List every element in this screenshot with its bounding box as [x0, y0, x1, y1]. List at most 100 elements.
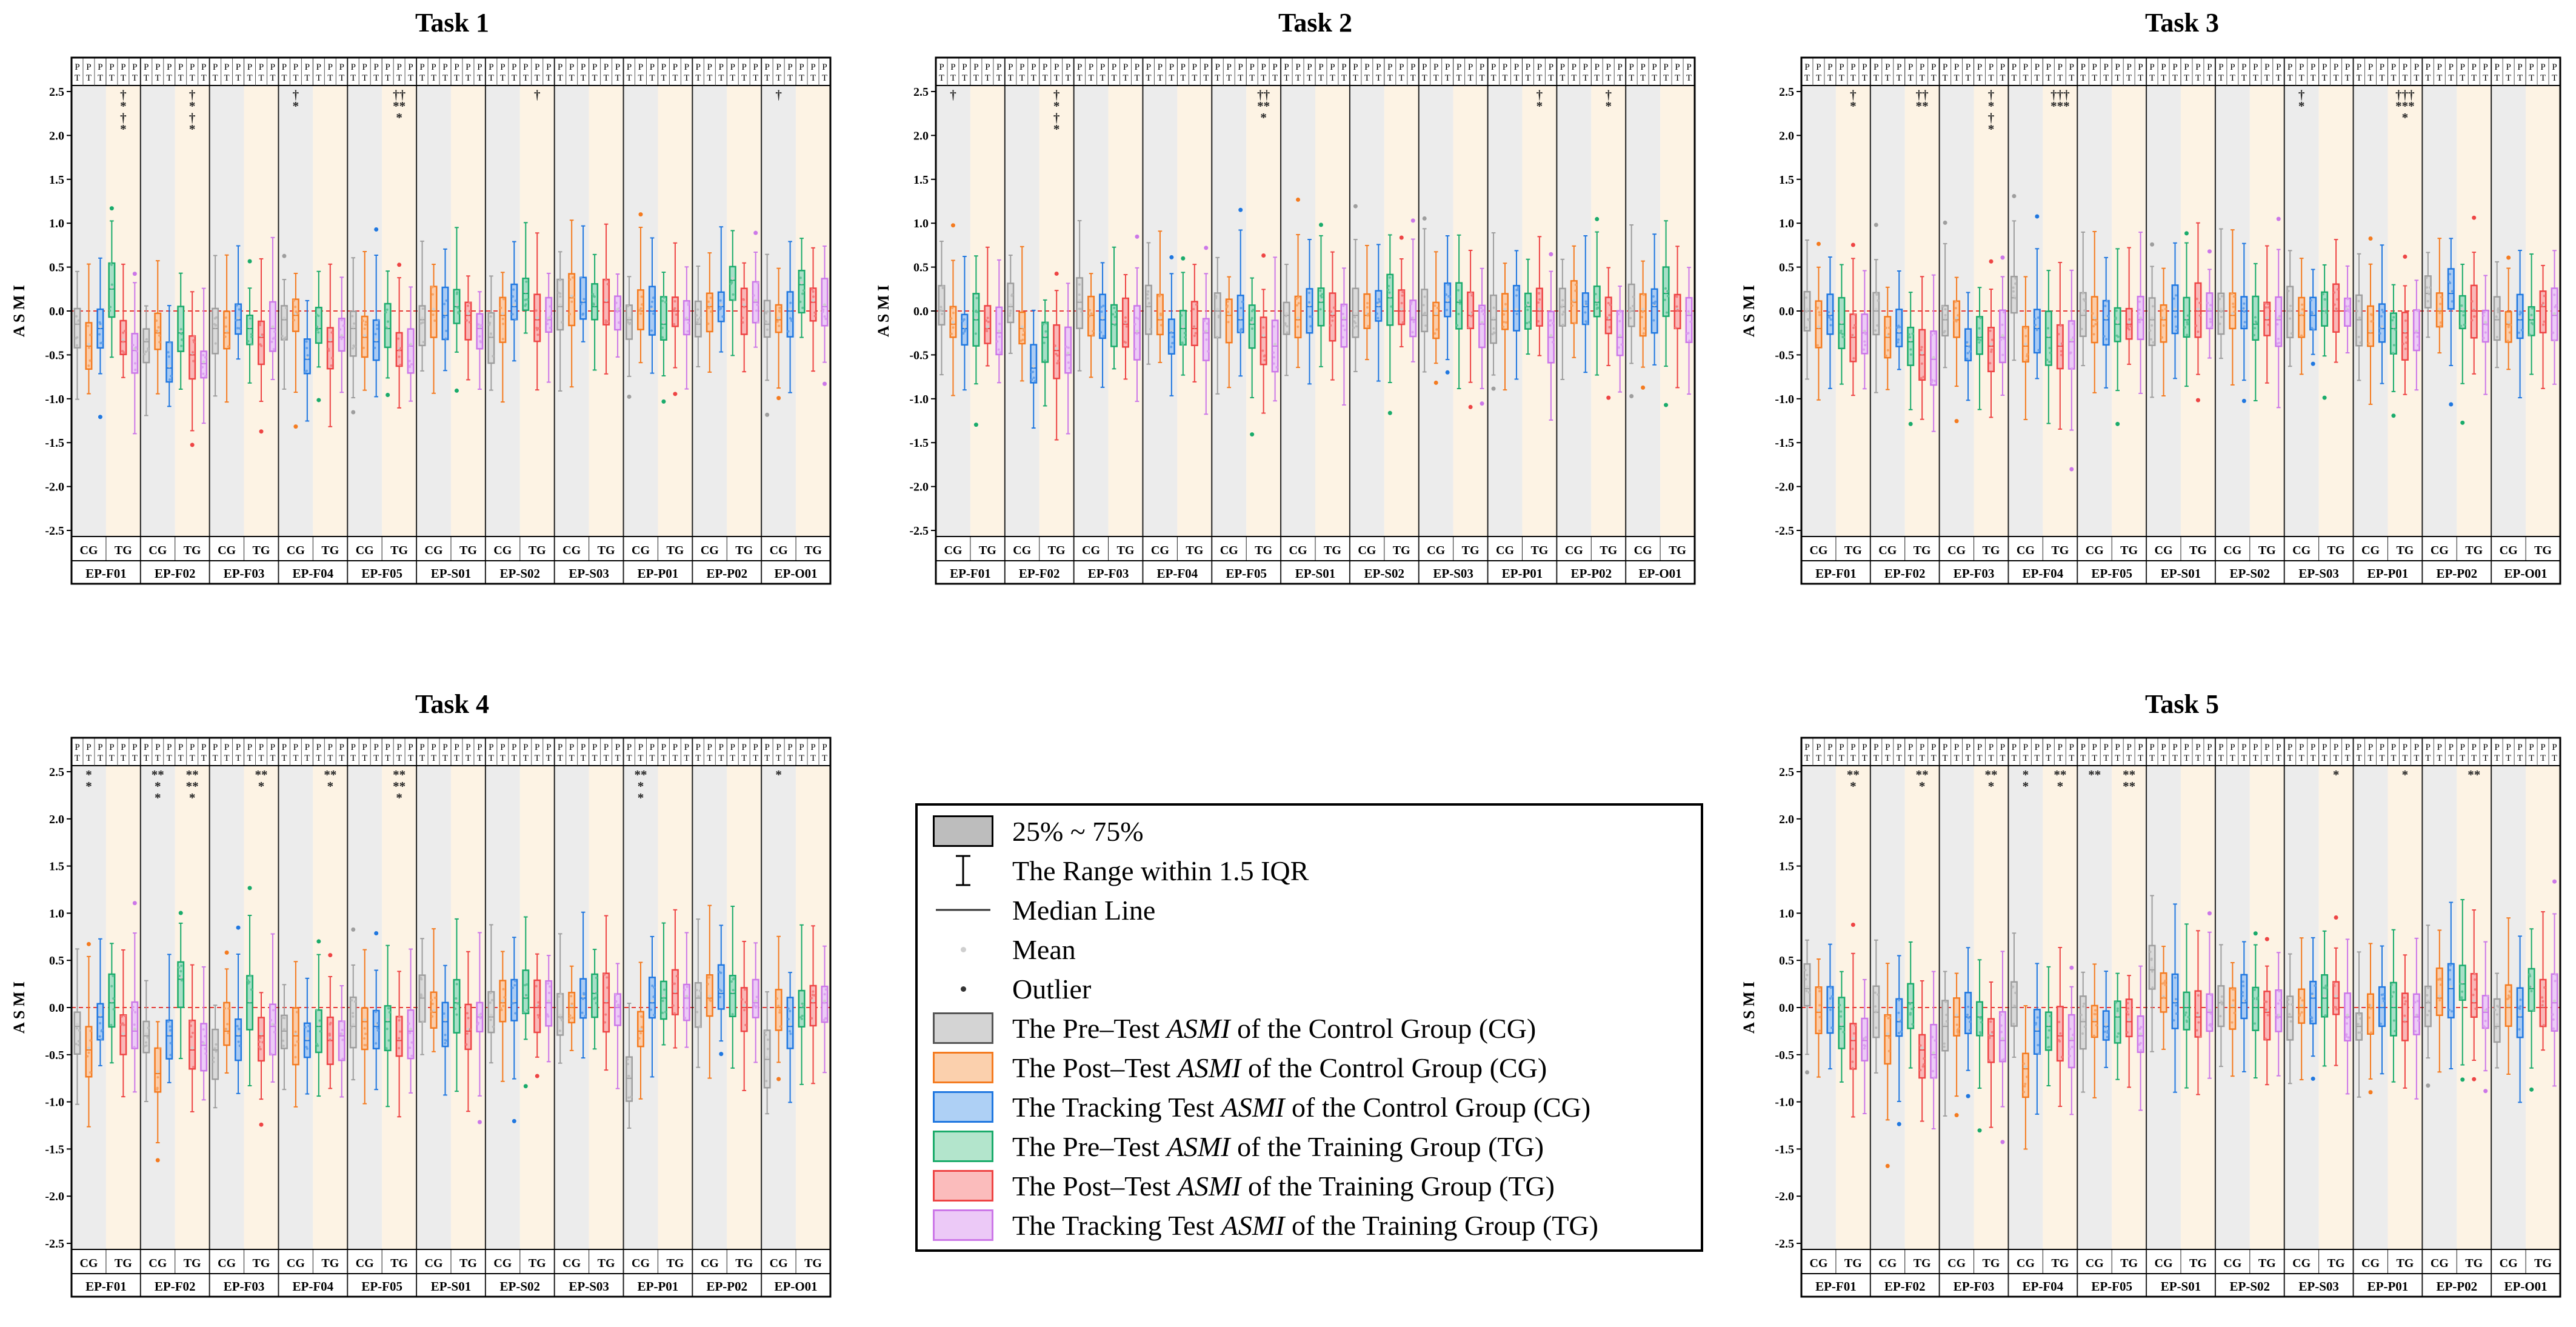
data-point: [1180, 314, 1183, 317]
header-mark: T: [2379, 73, 2384, 83]
header-mark: P: [385, 743, 390, 752]
data-point: [1215, 296, 1218, 299]
box-tg_pre: [729, 975, 736, 1018]
data-point: [2380, 315, 2383, 318]
data-point: [569, 1014, 572, 1017]
outlier-point: [1989, 259, 1994, 264]
data-point: [2012, 290, 2015, 293]
data-point: [1666, 290, 1669, 293]
box-cg_pre: [1872, 292, 1880, 336]
header-mark: P: [442, 743, 447, 752]
data-point: [941, 285, 944, 288]
header-mark: P: [1341, 62, 1346, 72]
data-point: [789, 1032, 792, 1035]
data-point: [2023, 1085, 2026, 1088]
header-mark: T: [1238, 73, 1243, 83]
data-point: [1135, 316, 1138, 319]
outlier-point: [1954, 1113, 1959, 1118]
data-point: [1675, 305, 1678, 308]
data-point: [502, 298, 505, 301]
header-mark: T: [1295, 73, 1301, 83]
group-tick-label-cg: CG: [2292, 544, 2311, 557]
mean-point: [604, 999, 608, 1003]
data-point: [652, 312, 655, 315]
data-point: [376, 1026, 379, 1029]
data-point: [1862, 1037, 1865, 1040]
header-mark: P: [661, 743, 666, 752]
data-point: [109, 306, 112, 309]
data-point: [340, 319, 343, 322]
data-point: [1688, 339, 1691, 343]
data-point: [2358, 316, 2361, 319]
y-tick-label: -1.0: [909, 393, 929, 406]
data-point: [522, 1011, 526, 1014]
data-point: [250, 343, 253, 346]
data-point: [1573, 321, 1577, 324]
data-point: [1366, 306, 1369, 309]
data-point: [1944, 313, 1947, 316]
data-point: [2243, 321, 2246, 324]
data-point: [1978, 1031, 1981, 1034]
mean-point: [352, 1023, 355, 1026]
data-point: [272, 1009, 275, 1012]
data-point: [1286, 331, 1289, 334]
header-mark: P: [465, 743, 470, 752]
header-mark: P: [1066, 62, 1070, 72]
header-mark: P: [385, 62, 390, 72]
header-mark: T: [1908, 754, 1914, 763]
data-point: [1092, 330, 1095, 333]
data-point: [2151, 970, 2154, 973]
y-tick-label: 2.5: [913, 85, 929, 99]
mean-point: [409, 1028, 413, 1031]
header-mark: T: [1640, 73, 1646, 83]
group-tick-label-tg: TG: [2396, 1257, 2414, 1270]
header-mark: T: [1548, 73, 1553, 83]
outlier-point: [1433, 380, 1438, 385]
data-point: [526, 983, 529, 986]
category-tick-label: EP-F02: [1884, 566, 1926, 581]
header-mark: P: [661, 62, 666, 72]
data-point: [75, 315, 78, 318]
data-point: [1330, 310, 1333, 313]
data-point: [1966, 352, 1969, 355]
header-mark: T: [996, 73, 1002, 83]
data-point: [490, 998, 493, 1001]
header-mark: P: [512, 62, 516, 72]
header-mark: T: [167, 754, 172, 763]
header-mark: T: [178, 754, 184, 763]
data-point: [2552, 331, 2555, 334]
y-tick-label: 1.0: [49, 907, 64, 920]
data-point: [2287, 290, 2290, 293]
header-mark: P: [2230, 62, 2235, 72]
data-point: [582, 298, 586, 301]
mean-point: [421, 316, 424, 320]
data-point: [1863, 348, 1866, 351]
data-point: [2220, 995, 2223, 998]
mean-point: [1376, 303, 1380, 307]
data-point: [1067, 346, 1070, 349]
data-point: [2000, 1014, 2003, 1017]
data-point: [1321, 293, 1324, 296]
header-mark: T: [2483, 754, 2488, 763]
data-point: [975, 296, 978, 299]
group-tick-label-tg: TG: [2051, 1257, 2069, 1270]
panel-title: Task 2: [1278, 8, 1352, 38]
data-point: [1320, 296, 1323, 299]
data-point: [2072, 1034, 2075, 1037]
header-mark: T: [247, 754, 252, 763]
data-point: [2404, 341, 2407, 344]
data-point: [1618, 319, 1621, 323]
data-point: [2149, 338, 2152, 341]
data-point: [801, 1014, 804, 1017]
data-point: [503, 996, 506, 999]
header-mark: T: [638, 754, 643, 763]
data-point: [537, 1004, 540, 1008]
header-mark: T: [2414, 754, 2419, 763]
group-tick-label-tg: TG: [2051, 544, 2069, 557]
y-tick-label: 1.5: [1779, 173, 1794, 187]
group-tick-label-tg: TG: [459, 544, 477, 557]
group-tick-label-cg: CG: [79, 1257, 98, 1270]
data-point: [2267, 323, 2270, 326]
mean-point: [363, 334, 367, 338]
data-point: [2278, 315, 2281, 318]
